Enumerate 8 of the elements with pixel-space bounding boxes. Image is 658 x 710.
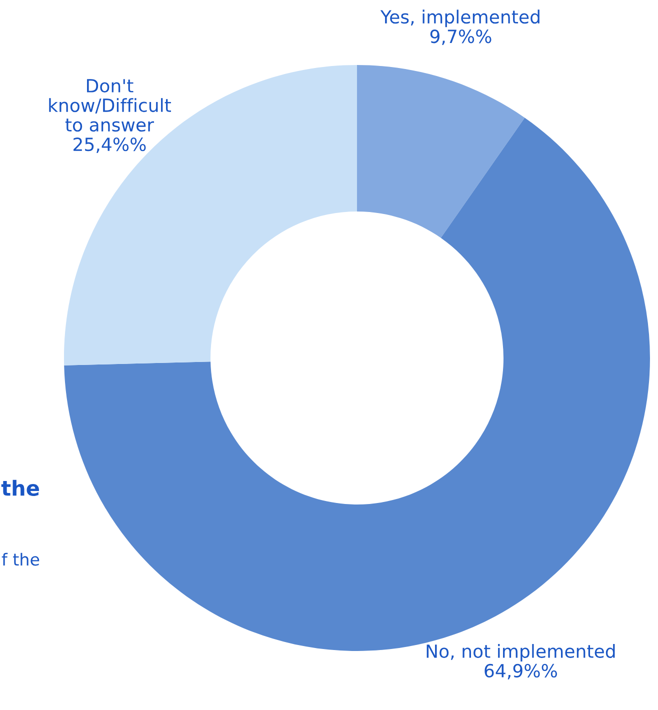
text: the xyxy=(1,480,39,496)
text: f the xyxy=(2,552,40,566)
data-label: 64,9%% xyxy=(484,664,557,680)
data-label: 25,4%% xyxy=(74,137,146,153)
data-label: 9,7%% xyxy=(430,30,492,46)
slice-label: No, not implemented xyxy=(426,644,615,662)
slice-label: Don't know/Difficult to answer xyxy=(49,79,171,132)
slice-label: Yes, implemented xyxy=(380,10,540,28)
